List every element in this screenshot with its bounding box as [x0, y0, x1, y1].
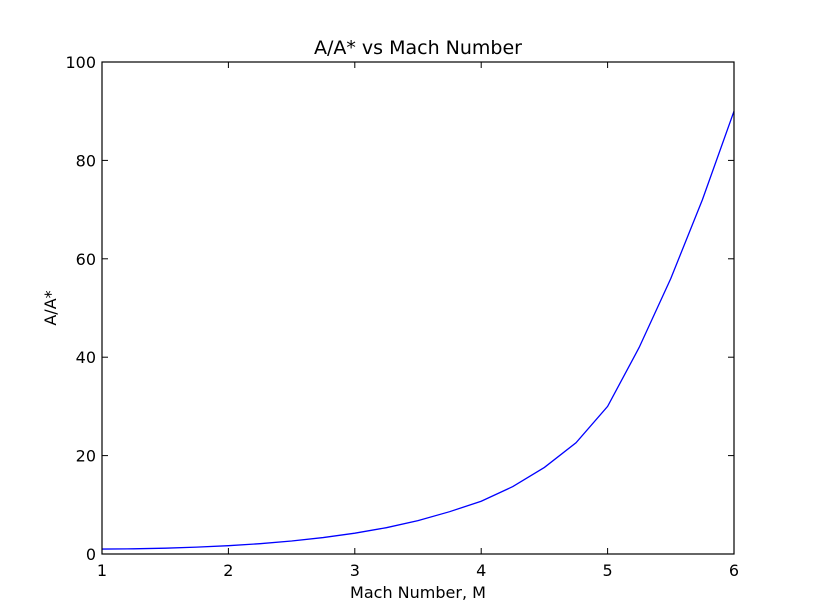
- y-tick-label: 80: [76, 151, 96, 170]
- y-axis-label: A/A*: [41, 290, 60, 325]
- x-axis-label: Mach Number, M: [350, 583, 486, 602]
- y-tick-label: 0: [86, 545, 96, 564]
- x-tick-label: 6: [729, 561, 739, 580]
- x-tick-label: 4: [476, 561, 486, 580]
- y-tick-label: 60: [76, 250, 96, 269]
- y-tick-label: 20: [76, 447, 96, 466]
- x-tick-label: 5: [603, 561, 613, 580]
- x-tick-label: 2: [223, 561, 233, 580]
- x-tick-label: 1: [97, 561, 107, 580]
- chart-title: A/A* vs Mach Number: [314, 37, 522, 59]
- series-layer: [101, 110, 735, 550]
- y-tick-label: 100: [65, 53, 96, 72]
- plot-frame: [101, 61, 735, 555]
- x-tick-label: 3: [350, 561, 360, 580]
- series-line: [101, 110, 735, 550]
- y-tick-label: 40: [76, 348, 96, 367]
